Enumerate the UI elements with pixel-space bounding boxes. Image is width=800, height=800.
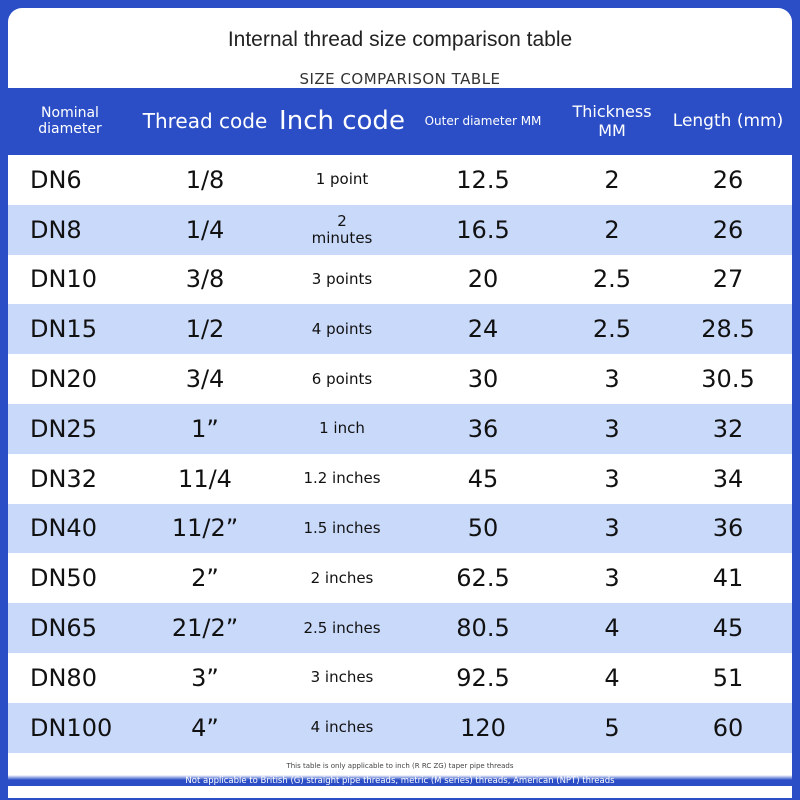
table-cell: 2.5 inches	[303, 618, 381, 637]
table-cell: 26	[712, 165, 744, 194]
table-cell: 2	[604, 215, 620, 244]
table-cell: 1.5 inches	[303, 518, 381, 537]
table-cell: 12.5	[456, 165, 510, 194]
table-cell: DN100	[30, 713, 113, 742]
table-cell: 3/8	[185, 265, 225, 294]
table-cell: 62.5	[456, 564, 510, 593]
table-row: DN50 2” 2 inches 62.5 3 41	[8, 553, 792, 603]
table-cell: 2.5	[592, 265, 632, 294]
table-cell: 3”	[191, 663, 219, 692]
table-cell: 28.5	[701, 315, 755, 344]
table-row: DN15 1/2 4 points 24 2.5 28.5	[8, 304, 792, 355]
column-header: Thickness MM	[572, 102, 652, 140]
footer-note: Not applicable to British (G) straight p…	[0, 775, 800, 786]
table-body: DN6 1/8 1 point 12.5 2 26 DN8 1/4 2 minutes 16.5 2…	[8, 155, 792, 798]
table-cell: 27	[712, 265, 744, 294]
table-cell: 36	[712, 514, 744, 543]
table-cell: DN6	[30, 165, 82, 194]
table-cell: DN15	[30, 315, 97, 344]
column-header: Thread code	[142, 109, 268, 133]
table-cell: 2 inches	[310, 568, 374, 587]
table-cell: DN50	[30, 564, 97, 593]
column-header: Outer diameter MM	[424, 114, 542, 128]
table-row: DN8 1/4 2 minutes 16.5 2 26	[8, 204, 792, 255]
table-row: DN80 3” 3 inches 92.5 4 51	[8, 653, 792, 703]
table-cell: 2	[604, 165, 620, 194]
table-cell: 3	[604, 464, 620, 493]
title-panel: Internal thread size comparison table SI…	[8, 8, 792, 88]
table-cell: 16.5	[456, 215, 510, 244]
table-cell: 1/8	[185, 165, 225, 194]
table-cell: DN20	[30, 365, 97, 394]
table-cell: 1 inch	[319, 419, 365, 438]
table-cell: 3	[604, 365, 620, 394]
table-cell: 60	[712, 713, 744, 742]
table-cell: 3 inches	[310, 668, 374, 687]
table-cell: 2.5	[592, 315, 632, 344]
table-row: DN65 21/2” 2.5 inches 80.5 4 45	[8, 603, 792, 653]
table-row: DN20 3/4 6 points 30 3 30.5	[8, 354, 792, 404]
table-cell: 3	[604, 514, 620, 543]
table-cell: 20	[467, 265, 499, 294]
table-cell: 1”	[191, 414, 219, 443]
footer-note: This table is only applicable to inch (R…	[286, 762, 514, 770]
table-header: Nominal diameter Thread code Inch code Oute…	[8, 92, 792, 150]
table-row: DN100 4” 4 inches 120 5 60	[8, 702, 792, 753]
table-cell: 51	[712, 663, 744, 692]
table-cell: 11/2”	[171, 514, 239, 543]
table-cell: 1/2	[185, 315, 225, 344]
column-header: Inch code	[279, 106, 405, 136]
table-cell: DN32	[30, 464, 97, 493]
table-cell: 2 minutes	[311, 211, 373, 247]
table-cell: 30	[467, 365, 499, 394]
table-cell: 34	[712, 464, 744, 493]
table-cell: 80.5	[456, 614, 510, 643]
title: Internal thread size comparison table	[227, 28, 573, 51]
table-row: DN6 1/8 1 point 12.5 2 26	[8, 155, 792, 205]
table-cell: 36	[467, 414, 499, 443]
table-cell: 3 points	[311, 269, 373, 288]
table-cell: DN10	[30, 265, 97, 294]
table-cell: 4	[604, 663, 620, 692]
table-cell: 4	[604, 614, 620, 643]
table-cell: 5	[604, 713, 620, 742]
table-cell: 92.5	[456, 663, 510, 692]
table-cell: 1/4	[185, 215, 225, 244]
table-cell: 3/4	[185, 365, 225, 394]
table-cell: 120	[460, 713, 506, 742]
table-cell: 1.2 inches	[303, 469, 381, 488]
table-cell: 45	[712, 614, 744, 643]
table-cell: 4”	[191, 713, 219, 742]
table-cell: 1 point	[315, 170, 369, 189]
column-header: Length (mm)	[672, 111, 784, 131]
table-cell: 24	[467, 315, 499, 344]
table-cell: DN65	[30, 614, 97, 643]
table-row: DN10 3/8 3 points 20 2.5 27	[8, 255, 792, 305]
table-row: DN40 11/2” 1.5 inches 50 3 36	[8, 503, 792, 554]
table-cell: 21/2”	[171, 614, 239, 643]
table-cell: DN8	[30, 215, 82, 244]
table-row: DN32 11/4 1.2 inches 45 3 34	[8, 454, 792, 504]
table-cell: 4 inches	[310, 718, 374, 737]
table-cell: 6 points	[311, 369, 373, 388]
table-cell: DN25	[30, 414, 97, 443]
table-cell: 45	[467, 464, 499, 493]
table-cell: 41	[712, 564, 744, 593]
table-cell: 50	[467, 514, 499, 543]
table-cell: 2”	[191, 564, 219, 593]
table-cell: DN40	[30, 514, 97, 543]
table-cell: 3	[604, 414, 620, 443]
subtitle: SIZE COMPARISON TABLE	[299, 70, 501, 88]
table-cell: 3	[604, 564, 620, 593]
table-cell: 4 points	[311, 319, 373, 338]
table-cell: 30.5	[701, 365, 755, 394]
column-header: Nominal diameter	[38, 105, 102, 137]
table-cell: 32	[712, 414, 744, 443]
table-cell: 11/4	[178, 464, 232, 493]
table-cell: DN80	[30, 663, 97, 692]
table-row: DN25 1” 1 inch 36 3 32	[8, 403, 792, 454]
table-cell: 26	[712, 215, 744, 244]
